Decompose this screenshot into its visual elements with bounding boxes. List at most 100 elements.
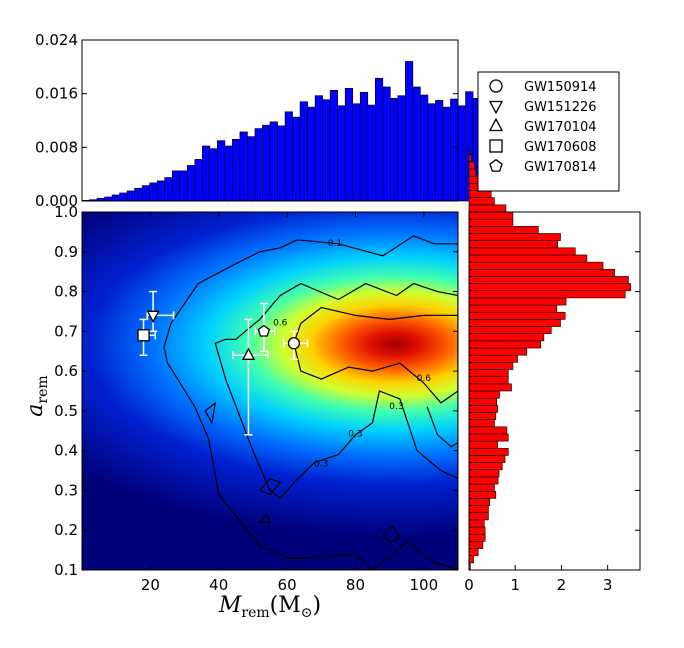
top-histogram-bar bbox=[171, 170, 181, 202]
right-histogram-bar bbox=[468, 283, 632, 292]
top-histogram-bar bbox=[164, 177, 173, 202]
legend-entry: GW170104 bbox=[488, 117, 597, 135]
top-histogram-bar bbox=[126, 190, 135, 202]
right-histogram-bar bbox=[468, 476, 499, 485]
top-histogram-bar bbox=[119, 192, 128, 202]
contour-label: 0.6 bbox=[417, 374, 432, 384]
top-histogram-bar bbox=[292, 116, 301, 202]
top-histogram-bar bbox=[104, 196, 113, 202]
contour-line bbox=[259, 513, 271, 523]
y-tick-label: 0.5 bbox=[54, 402, 78, 420]
right-histogram-bar bbox=[468, 240, 559, 249]
right-histogram-bar bbox=[468, 333, 545, 342]
top-histogram-bar bbox=[269, 121, 278, 202]
right-histogram-bar bbox=[468, 533, 486, 542]
top-histogram-bar bbox=[382, 86, 391, 202]
contour-line bbox=[214, 282, 458, 500]
top-histogram-bar bbox=[397, 95, 406, 202]
top-histogram-bar bbox=[284, 111, 293, 202]
event-marker bbox=[146, 310, 160, 324]
contour-labels: 0.1 0.6 0.3 0.3 0.6 0.3 bbox=[273, 239, 431, 470]
right-histogram-bar bbox=[468, 247, 576, 256]
top-histogram-bar bbox=[344, 88, 354, 202]
density-contours bbox=[163, 235, 458, 570]
right-histogram-bar bbox=[468, 426, 508, 435]
contour-label: 0.3 bbox=[314, 460, 328, 470]
right-histogram-bar bbox=[468, 226, 539, 234]
top-histogram: 0.000 0.008 0.016 0.024 bbox=[35, 31, 489, 210]
event-marker bbox=[489, 139, 503, 153]
top-histogram-bar bbox=[412, 86, 421, 202]
legend-label: GW170104 bbox=[524, 120, 597, 135]
contour-line bbox=[293, 306, 458, 404]
top-histogram-bars bbox=[81, 61, 489, 202]
right-histogram-bar bbox=[468, 204, 507, 213]
top-y-tick-label: 0.000 bbox=[35, 192, 78, 210]
x-axis-title: Mrem(M⊙) bbox=[218, 593, 321, 621]
contour-label: 0.6 bbox=[273, 318, 288, 328]
right-histogram-bar bbox=[468, 419, 495, 428]
legend-label: GW150914 bbox=[524, 80, 597, 95]
top-histogram-bar bbox=[156, 180, 166, 202]
event-marker bbox=[287, 337, 301, 350]
contour-label: 0.1 bbox=[328, 239, 342, 249]
top-histogram-bar bbox=[390, 98, 399, 202]
top-histogram-bar bbox=[314, 95, 323, 202]
top-histogram-bar bbox=[329, 90, 338, 202]
right-x-tick-label: 1 bbox=[510, 576, 520, 594]
event-marker bbox=[489, 158, 503, 172]
contour-line bbox=[259, 477, 282, 496]
right-histogram-bar bbox=[468, 297, 567, 306]
x-tick-label: 40 bbox=[209, 576, 228, 594]
y-tick-label: 0.8 bbox=[54, 283, 78, 301]
right-x-tick-label: 0 bbox=[464, 576, 474, 594]
contour-line bbox=[204, 401, 217, 425]
top-y-tick-label: 0.024 bbox=[35, 31, 78, 49]
main-panel-ticks: 20 40 60 80 100 0.1 0.2 0.3 0.4 0.5 0.6 0.7 0.8 0.9 1.… bbox=[54, 203, 458, 594]
legend-label: GW151226 bbox=[524, 100, 597, 115]
right-histogram-bar bbox=[468, 362, 514, 370]
event-marker bbox=[257, 324, 271, 337]
top-y-tick-label: 0.008 bbox=[35, 138, 78, 156]
top-histogram-bar bbox=[420, 94, 429, 202]
right-histogram-bar bbox=[468, 440, 498, 449]
event-gw150914 bbox=[282, 330, 309, 360]
right-histogram-bar bbox=[468, 483, 495, 492]
legend-label: GW170608 bbox=[524, 140, 597, 155]
right-histogram-bar bbox=[468, 268, 615, 277]
legend-entry: GW170608 bbox=[489, 139, 597, 155]
legend-entry: GW151226 bbox=[488, 100, 597, 115]
main-panel-frame bbox=[81, 211, 459, 571]
top-histogram-bar bbox=[217, 140, 226, 202]
right-histogram-bar bbox=[468, 218, 514, 227]
event-marker bbox=[488, 117, 504, 132]
right-histogram-bar bbox=[468, 311, 566, 320]
right-histogram-bar bbox=[468, 304, 558, 313]
right-histogram: 0 1 2 3 bbox=[464, 147, 641, 594]
right-histogram-bar bbox=[468, 397, 498, 406]
y-tick-label: 0.6 bbox=[54, 362, 78, 380]
legend-frame bbox=[477, 71, 620, 192]
main-panel: 0.10.60.30.30.60.3 20 40 60 80 1000.10.20.30… bbox=[23, 203, 459, 621]
top-histogram-bar bbox=[149, 182, 158, 202]
right-histogram-bar bbox=[468, 405, 498, 413]
right-histogram-bar bbox=[468, 462, 503, 471]
right-histogram-bar bbox=[468, 505, 489, 514]
top-y-tick-label: 0.016 bbox=[35, 85, 78, 103]
right-histogram-bar bbox=[468, 376, 509, 385]
right-histogram-bar bbox=[468, 161, 475, 170]
top-histogram-bar bbox=[359, 92, 369, 202]
contour-line bbox=[382, 525, 401, 543]
density-heatmap bbox=[82, 212, 458, 570]
event-marker bbox=[137, 329, 150, 342]
right-histogram-bar bbox=[468, 261, 604, 270]
right-histogram-bar bbox=[468, 519, 485, 528]
y-tick-label: 0.2 bbox=[54, 521, 78, 539]
top-histogram-bar bbox=[186, 165, 196, 202]
right-histogram-bar bbox=[468, 276, 629, 284]
event-marker bbox=[489, 79, 503, 93]
event-gw170104 bbox=[231, 318, 269, 436]
top-histogram-bar bbox=[374, 77, 384, 202]
top-histogram-bar bbox=[277, 125, 286, 202]
